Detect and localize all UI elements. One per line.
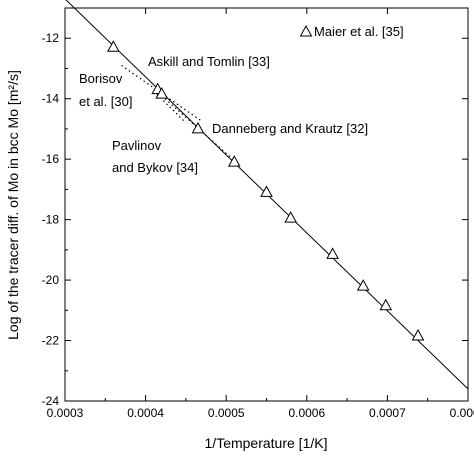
annotation-pavlinov-line1: Pavlinov [112,138,162,153]
legend: Maier et al. [35] [299,24,404,39]
annotation-pavlinov-line2: and Bykov [34] [112,160,198,175]
data-point-triangle [284,211,298,223]
y-tick-label: -16 [42,152,60,166]
x-tick-label: 0.0008 [450,406,474,420]
x-tick-label: 0.0003 [47,406,84,420]
legend-label: Maier et al. [35] [314,24,404,39]
y-axis-title: Log of the tracer diff. of Mo in bcc Mo … [5,70,21,340]
data-point-triangle [107,40,120,52]
y-tick-label: -12 [42,31,60,45]
annotation-borisov-line1: Borisov [79,71,123,86]
y-tick-label: -20 [42,273,60,287]
data-point-triangle [411,328,425,341]
y-tick-label: -22 [42,334,60,348]
y-tick-label: -18 [42,213,60,227]
annotation-borisov-line2: et al. [30] [79,94,132,109]
x-tick-label: 0.0006 [288,406,325,420]
x-tick-label: 0.0005 [208,406,245,420]
data-point-triangle [326,247,339,259]
plot-area [64,7,469,402]
dotted-reference-line [161,95,235,162]
annotation-askill: Askill and Tomlin [33] [148,54,270,69]
dotted-reference-line [153,90,187,124]
reference-curves [121,64,235,162]
axis-tick-labels: 0.0003 0.0004 0.0005 0.0006 0.0007 0.0008 -12 -… [42,31,474,420]
data-point-triangle [227,155,241,167]
data-point-triangle [260,185,273,197]
data-point-triangle [379,298,393,311]
y-tick-label: -24 [42,394,60,408]
legend-triangle-marker [299,24,313,37]
data-point-triangle [356,279,370,291]
axis-ticks [64,7,469,402]
data-point-triangle [155,87,169,99]
x-tick-label: 0.0007 [369,406,406,420]
x-tick-label: 0.0004 [127,406,164,420]
y-tick-label: -14 [42,92,60,106]
data-points [107,40,425,341]
x-axis-title: 1/Temperature [1/K] [205,435,328,451]
annotation-danneberg: Danneberg and Krautz [32] [212,121,368,136]
dotted-reference-line [121,64,203,122]
data-point-triangle [191,121,205,134]
